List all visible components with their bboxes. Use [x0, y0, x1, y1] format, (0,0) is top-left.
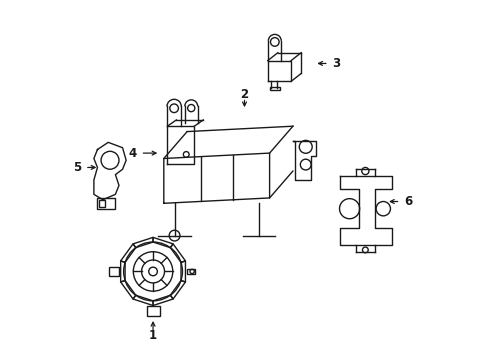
Text: 4: 4: [128, 147, 137, 159]
Bar: [269, 87, 279, 90]
Text: 6: 6: [404, 195, 412, 208]
Bar: [146, 306, 159, 316]
Bar: [109, 267, 119, 276]
Text: 2: 2: [240, 88, 248, 101]
Text: 5: 5: [73, 161, 81, 174]
Bar: [99, 201, 104, 207]
Bar: [187, 269, 195, 274]
Bar: [97, 198, 115, 209]
Text: 3: 3: [332, 57, 340, 70]
Text: 1: 1: [149, 329, 157, 342]
